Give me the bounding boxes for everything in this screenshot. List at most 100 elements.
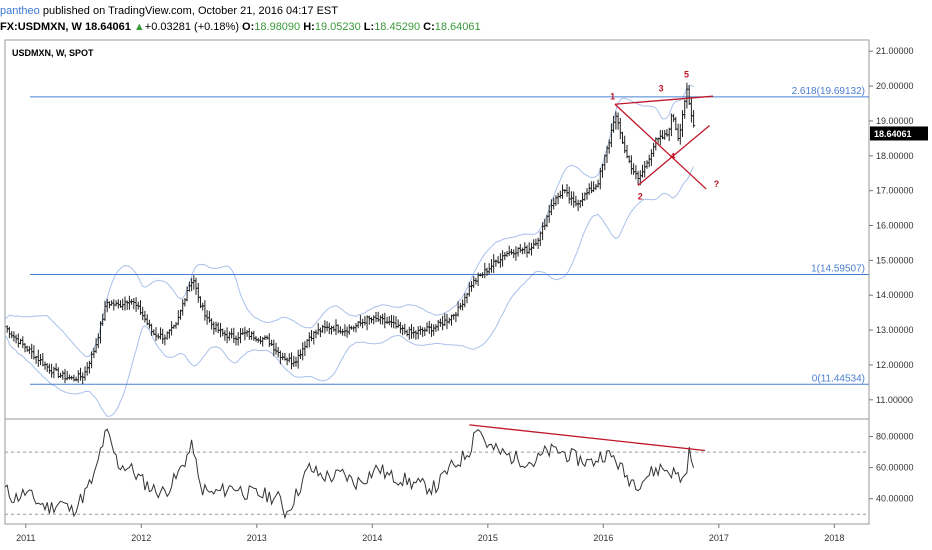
ohlc-bar [47, 363, 51, 374]
ohlc-bar [298, 349, 302, 359]
ohlc-bar [503, 252, 507, 261]
rsi-tick-label: 40.00000 [876, 494, 914, 504]
ohlc-bar [629, 155, 633, 175]
ohlc-bar [627, 155, 631, 164]
last-price-tag-text: 18.64061 [874, 129, 912, 139]
ohlc-bar [363, 316, 367, 326]
x-tick-label: 2018 [824, 533, 844, 543]
ohlc-bar [529, 242, 534, 256]
ohlc-bar [618, 118, 622, 140]
ohlc-bar [501, 250, 505, 267]
ohlc-bar [649, 149, 653, 166]
ohlc-bar [216, 322, 220, 334]
ohlc-bar [509, 248, 514, 255]
ohlc-bar [343, 324, 347, 337]
ohlc-bar [576, 199, 580, 212]
y-tick-label: 18.00000 [876, 151, 914, 161]
ohlc-bar [640, 164, 645, 178]
ohlc-bar [652, 142, 656, 157]
wave-label: 3 [659, 83, 664, 93]
ohlc-bar [398, 322, 402, 334]
ohlc-bar [514, 246, 518, 261]
ohlc-bar [281, 352, 285, 361]
symbol-label[interactable]: FX:USDMXN, W [0, 21, 82, 33]
axes: 18.64061 21.00000 20.00000 19.00000 18.00000… [16, 46, 928, 543]
ohlc-bar [250, 331, 254, 340]
ohlc-bar [232, 327, 236, 344]
x-tick-label: 2014 [362, 533, 382, 543]
ohlc-bar [663, 129, 667, 140]
fib-label: 1(14.59507) [811, 263, 865, 274]
ohlc-bar [243, 326, 247, 341]
ohlc-bar [543, 218, 547, 230]
ohlc-bar [574, 195, 578, 207]
ohlc-bar [525, 245, 529, 258]
ohlc-bar [234, 335, 238, 346]
ohlc-bar [354, 323, 358, 333]
ohlc-bar [43, 361, 47, 370]
ohlc-bar [134, 297, 138, 312]
y-tick-label: 17.00000 [876, 186, 914, 196]
ohlc-bar [547, 205, 551, 223]
fib-label: 2.618(19.69132) [792, 86, 865, 97]
ohlc-bar [589, 181, 593, 194]
ohlc-bar [672, 114, 676, 122]
ohlc-bar [227, 331, 231, 341]
ohlc-bar [247, 328, 251, 340]
ohlc-bar [678, 123, 682, 145]
wave-label: 4 [670, 151, 675, 161]
ohlc-bar [423, 327, 427, 336]
fibonacci-levels: 2.618(19.69132) 1(14.59507) 0(11.44534) [30, 86, 869, 385]
ohlc-bar [258, 336, 263, 345]
ohlc-bar [194, 277, 198, 295]
ohlc-bar [418, 325, 422, 335]
open-label: O: [242, 21, 255, 33]
ohlc-bar [692, 110, 696, 128]
ohlc-bar [645, 160, 649, 169]
ohlc-bar [667, 127, 671, 142]
ohlc-bar [321, 324, 325, 333]
ohlc-bar [61, 370, 65, 380]
ohlc-bar [316, 323, 320, 335]
ohlc-bar [314, 329, 318, 339]
ohlc-bar [67, 374, 71, 380]
ohlc-bar [592, 181, 596, 193]
x-tick-label: 2013 [247, 533, 267, 543]
ohlc-bar [338, 326, 342, 334]
ohlc-bar [18, 338, 23, 345]
ohlc-bar [336, 324, 340, 334]
ohlc-bar [85, 362, 89, 376]
ohlc-bar [163, 334, 167, 346]
ohlc-bar [289, 352, 294, 370]
ohlc-bar [616, 112, 620, 130]
ohlc-bar [518, 244, 522, 253]
ohlc-bar [634, 165, 638, 180]
ohlc-bar [181, 299, 185, 316]
ohlc-bar [116, 299, 120, 309]
ohlc-bar [534, 238, 538, 246]
ohlc-bar [521, 247, 525, 255]
ohlc-bar [36, 349, 40, 367]
ohlc-bar [101, 313, 105, 326]
ohlc-bar [498, 253, 502, 268]
plot-border [4, 39, 870, 525]
ohlc-bar [358, 315, 362, 327]
ohlc-bar [347, 324, 351, 335]
ohlc-bar [607, 139, 611, 154]
high-label: H: [303, 21, 315, 33]
rsi-tick-label: 80.00000 [876, 432, 914, 442]
ohlc-bar [361, 318, 365, 329]
close-value: 18.64061 [434, 21, 481, 33]
ohlc-bar [241, 328, 245, 335]
ohlc-bar [185, 286, 189, 302]
publisher-username[interactable]: pantheo [0, 5, 40, 17]
ohlc-bar [123, 296, 127, 311]
ohlc-bar [245, 330, 249, 337]
x-tick-label: 2012 [131, 533, 151, 543]
ohlc-bar [307, 332, 311, 348]
publish-info: pantheo published on TradingView.com, Oc… [0, 3, 932, 19]
ohlc-bar [7, 326, 11, 339]
ohlc-bar [369, 317, 374, 324]
ohlc-bar [78, 367, 83, 381]
